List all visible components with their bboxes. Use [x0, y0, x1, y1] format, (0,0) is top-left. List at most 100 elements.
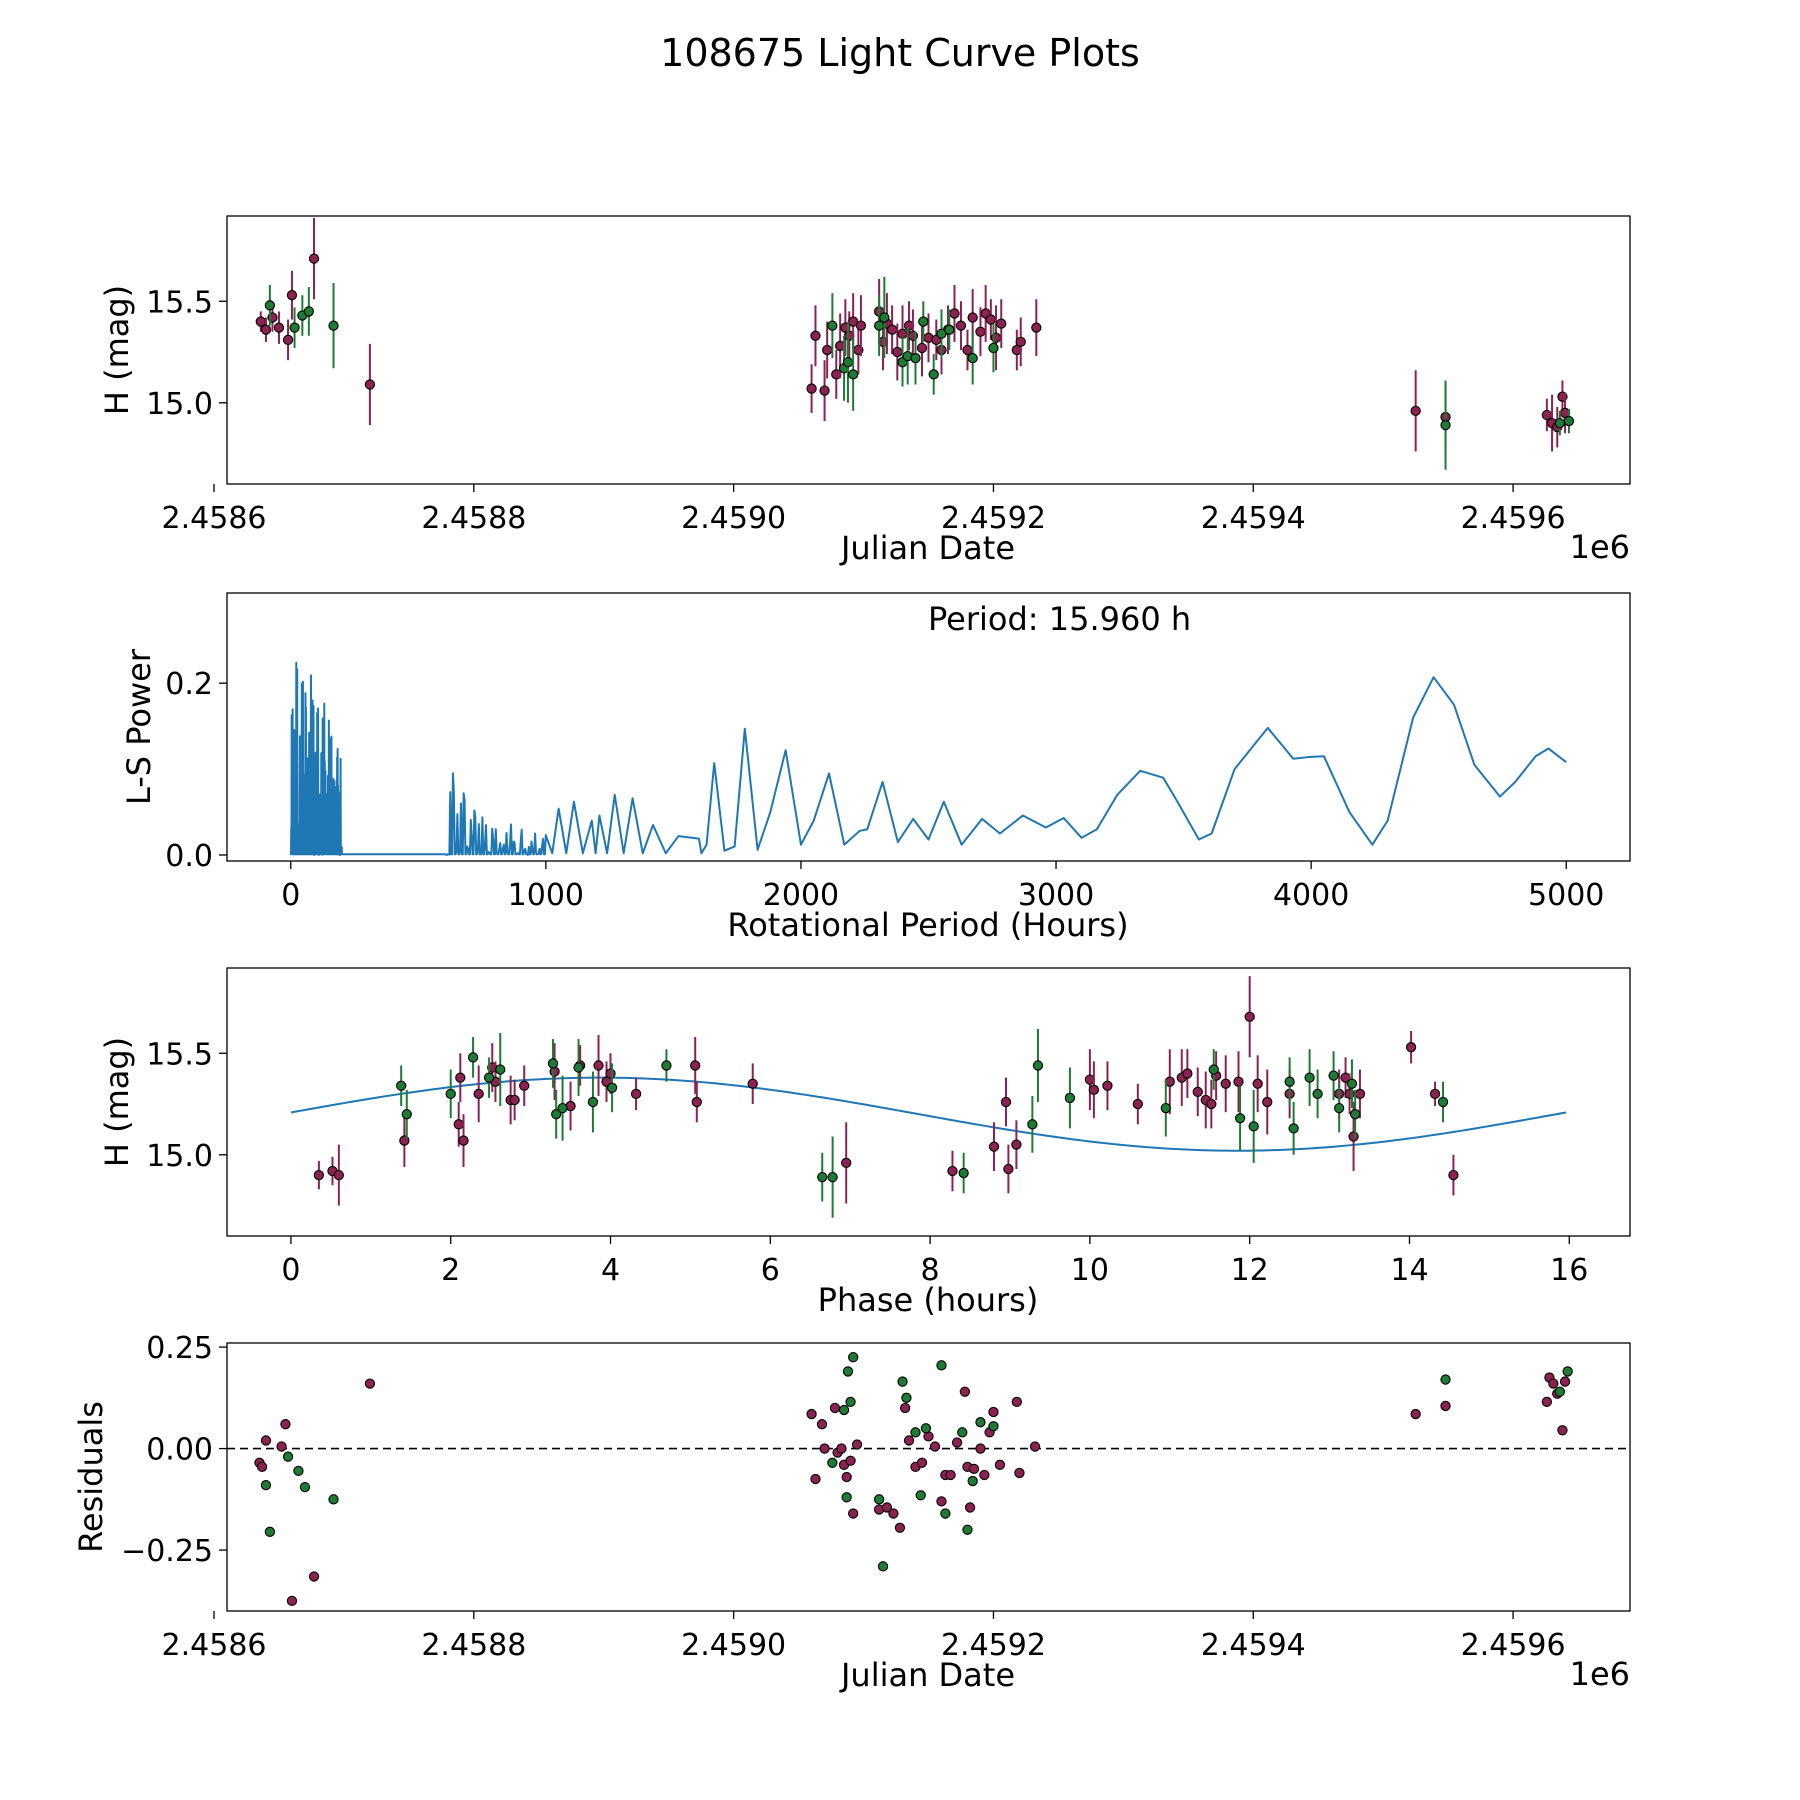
data-point-g	[606, 1082, 618, 1093]
data-point-g	[873, 1494, 885, 1505]
data-point-g	[873, 320, 885, 331]
data-point-r	[1429, 1088, 1441, 1100]
data-point-r	[968, 1463, 980, 1475]
data-point-g	[396, 1080, 407, 1091]
y-tick-label: 0.2	[165, 667, 213, 702]
data-point-r	[509, 1094, 520, 1106]
data-point-r	[1440, 1400, 1451, 1412]
data-point-g	[827, 1457, 838, 1468]
data-point-g	[827, 320, 838, 331]
y-tick-label: 15.0	[146, 387, 213, 422]
data-point-g	[1208, 1064, 1219, 1075]
data-point-r	[903, 1435, 915, 1446]
data-point-r	[964, 1502, 976, 1513]
data-point-r	[996, 318, 1007, 329]
x-tick-label: 2.4590	[681, 501, 786, 536]
data-point-r	[1559, 1376, 1571, 1387]
data-point-g	[967, 1475, 978, 1487]
x-tick-label: 4	[601, 1253, 620, 1288]
data-point-g	[1328, 1070, 1339, 1081]
data-point-r	[855, 320, 867, 331]
data-point-r	[810, 330, 821, 341]
data-point-r	[458, 1135, 469, 1146]
y-tick-label: 15.5	[146, 1037, 213, 1072]
data-point-g	[910, 1427, 921, 1438]
data-point-g	[1234, 1113, 1246, 1124]
x-tick-label: 2.4594	[1201, 1628, 1306, 1663]
data-point-g	[848, 1352, 859, 1363]
x-tick-label: 14	[1390, 1253, 1428, 1288]
data-point-g	[573, 1062, 584, 1073]
residuals-xlabel: Julian Date	[839, 1656, 1015, 1694]
data-point-g	[988, 1421, 999, 1432]
data-point-r	[273, 322, 285, 333]
data-point-r	[806, 1408, 817, 1420]
data-point-g	[827, 1171, 838, 1183]
data-point-r	[949, 308, 960, 319]
data-point-g	[940, 1508, 951, 1519]
data-point-r	[988, 1141, 1000, 1152]
data-point-g	[975, 1417, 986, 1428]
data-point-g	[303, 306, 314, 317]
data-point-r	[947, 1165, 958, 1177]
data-point-r	[286, 1595, 298, 1606]
x-tick-label: 2.4586	[162, 501, 267, 536]
periodogram-ylabel: L-S Power	[120, 648, 158, 805]
data-point-g	[936, 328, 947, 339]
data-point-r	[1182, 1068, 1193, 1079]
data-point-r	[888, 1508, 899, 1519]
data-point-r	[899, 1402, 911, 1414]
data-point-r	[453, 1119, 464, 1130]
data-point-r	[276, 1441, 287, 1452]
data-point-r	[1015, 336, 1026, 348]
light-curve-axes-frame	[226, 215, 1631, 485]
data-point-g	[1312, 1088, 1323, 1100]
x-tick-label: 2	[441, 1253, 460, 1288]
data-point-r	[975, 326, 986, 337]
data-point-r	[962, 344, 973, 356]
data-point-g	[845, 1396, 856, 1408]
data-point-r	[881, 1502, 893, 1513]
x-tick-label: 5000	[1528, 878, 1604, 913]
x-tick-label: 2.4588	[421, 1628, 526, 1663]
data-point-g	[587, 1096, 599, 1108]
x-tick-label: 16	[1550, 1253, 1588, 1288]
periodogram-line	[289, 661, 1567, 856]
data-point-r	[747, 1078, 758, 1089]
data-point-r	[967, 312, 978, 323]
data-point-r	[691, 1096, 702, 1108]
light-curve-ticks: 2.4586 2.4588 2.4590 2.4592 2.4594 2.4596 15.0…	[146, 285, 1565, 536]
data-point-g	[910, 352, 921, 364]
data-point-g	[467, 1052, 479, 1063]
data-point-g	[1304, 1072, 1315, 1083]
data-point-r	[994, 1459, 1006, 1470]
data-point-g	[915, 1490, 926, 1501]
data-point-r	[280, 1419, 291, 1430]
x-tick-label: 2.4592	[941, 1628, 1046, 1663]
periodogram-axes-frame	[226, 592, 1631, 862]
x-tick-label: 10	[1071, 1253, 1109, 1288]
data-point-g	[289, 322, 300, 333]
data-point-r	[1220, 1078, 1231, 1089]
residuals-panel: 2.4586 2.4588 2.4590 2.4592 2.4594 2.4596 −0.2…	[72, 1331, 1631, 1694]
data-point-g	[264, 300, 276, 311]
phase-folded-axes-frame	[226, 967, 1631, 1237]
data-point-g	[260, 1479, 272, 1491]
data-point-g	[879, 312, 890, 323]
data-point-r	[1011, 1396, 1022, 1408]
data-point-r	[836, 1443, 847, 1454]
data-point-r	[455, 1072, 466, 1083]
data-point-r	[822, 344, 833, 356]
data-point-r	[1003, 1163, 1014, 1175]
data-point-g	[838, 1404, 850, 1416]
data-point-r	[605, 1068, 616, 1079]
x-tick-label: 1000	[508, 878, 584, 913]
x-tick-label: 6	[761, 1253, 780, 1288]
data-point-r	[1000, 1096, 1012, 1108]
data-point-g	[1288, 1123, 1299, 1134]
figure-title: 108675 Light Curve Plots	[660, 31, 1140, 75]
periodogram-panel: 0 1000 2000 3000 4000 5000 0.0 0.2 Period: 15.9…	[120, 592, 1631, 944]
data-point-r	[473, 1088, 484, 1100]
x-tick-label: 0	[281, 878, 300, 913]
light-curve-panel: 2.4586 2.4588 2.4590 2.4592 2.4594 2.4596 15.0…	[98, 215, 1631, 567]
